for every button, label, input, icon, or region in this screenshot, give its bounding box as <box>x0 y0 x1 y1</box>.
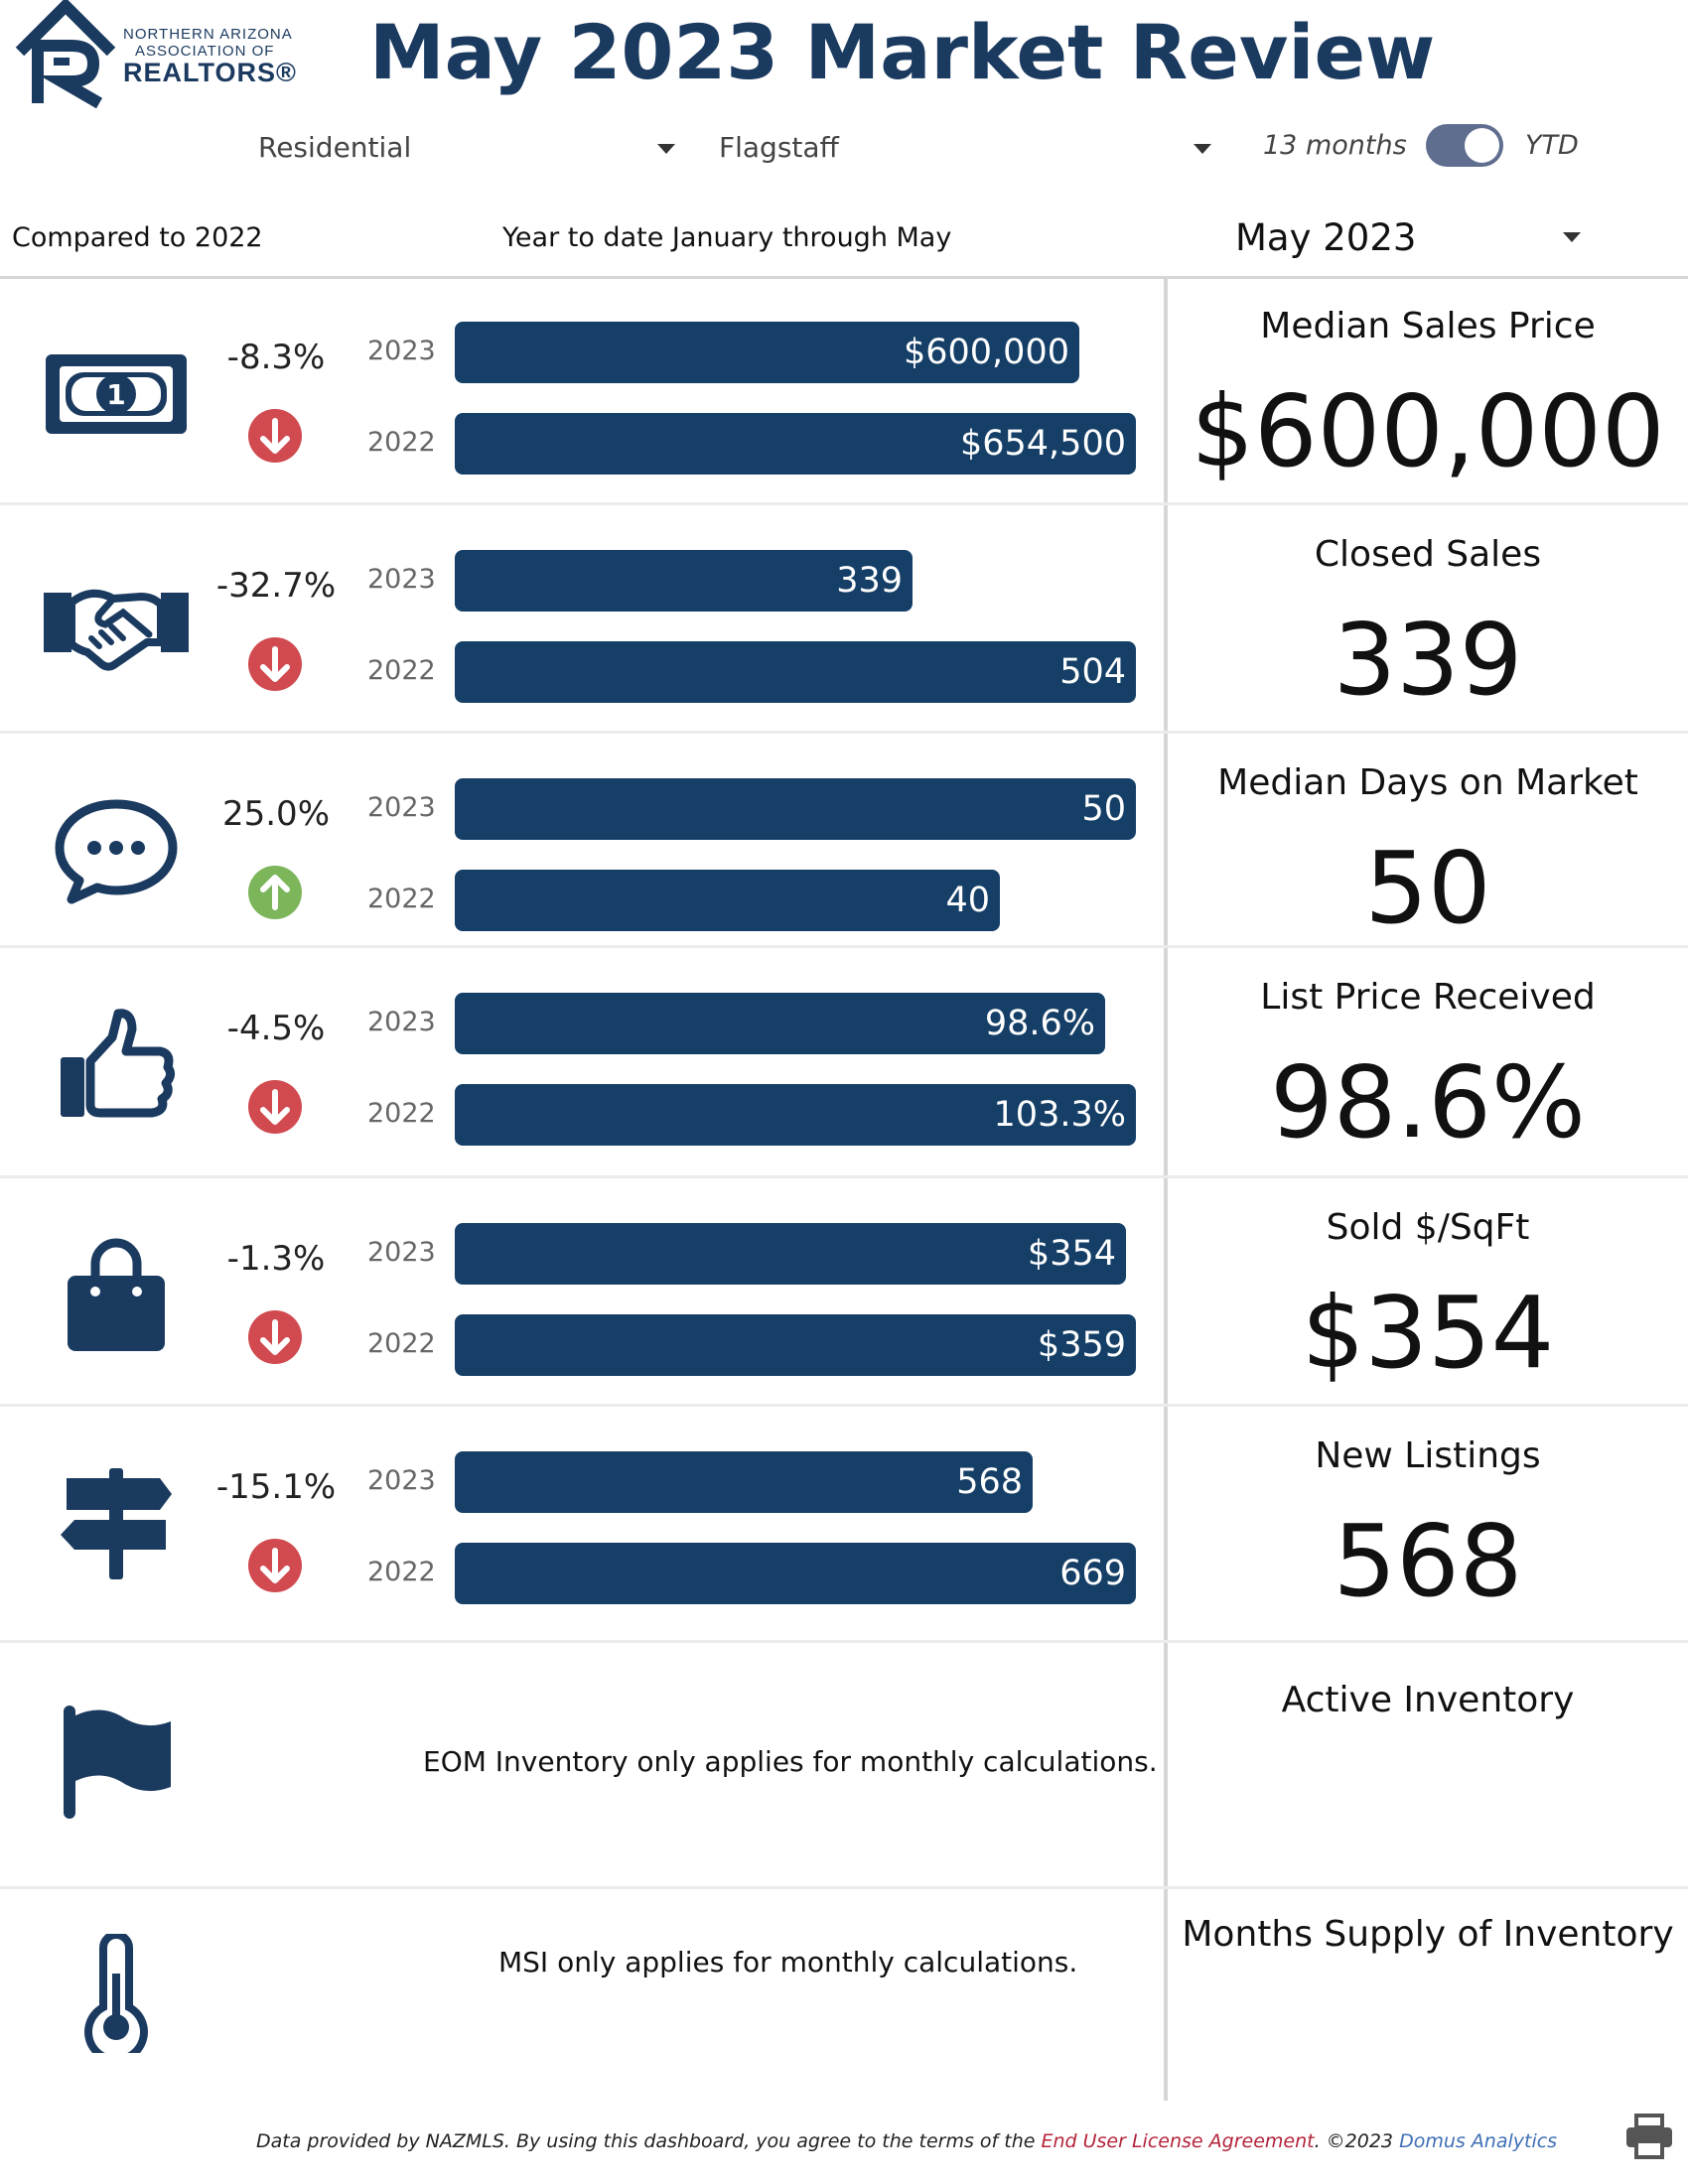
property-type-select-value[interactable]: Residential <box>258 131 412 164</box>
inventory-note: EOM Inventory only applies for monthly c… <box>423 1745 1158 1778</box>
bar-year-label: 2023 <box>367 792 436 823</box>
comparison-bar[interactable]: $654,500 <box>455 413 1136 475</box>
thumbs-up-icon <box>42 991 191 1140</box>
logo-line-3: REALTORS® <box>123 58 297 87</box>
footer-text: Data provided by NAZMLS. By using this d… <box>256 2130 1042 2152</box>
eula-link[interactable]: End User License Agreement <box>1041 2130 1315 2152</box>
month-select-value[interactable]: May 2023 <box>1235 216 1417 259</box>
comparison-bar[interactable]: $354 <box>455 1223 1126 1285</box>
kpi-label: List Price Received <box>1260 977 1596 1018</box>
domus-link[interactable]: Domus Analytics <box>1399 2130 1558 2152</box>
area-caret-icon[interactable] <box>1194 144 1211 154</box>
shopping-bag-icon <box>42 1221 191 1370</box>
flag-icon <box>64 1706 171 1819</box>
msi-label: Months Supply of Inventory <box>1182 1914 1674 1955</box>
bar-year-label: 2023 <box>367 1007 436 1037</box>
header-divider <box>0 276 1688 279</box>
row-separator <box>0 1175 1688 1178</box>
logo-line-2: ASSOCIATION OF <box>135 43 275 60</box>
row-separator <box>0 1886 1688 1889</box>
toggle-knob <box>1465 128 1499 163</box>
bar-year-label: 2022 <box>367 427 436 458</box>
row-separator <box>0 502 1688 505</box>
bar-year-label: 2023 <box>367 1237 436 1268</box>
bar-year-label: 2023 <box>367 336 436 366</box>
bar-year-label: 2022 <box>367 884 436 914</box>
kpi-label: Sold $/SqFt <box>1326 1207 1530 1248</box>
arrow-down-icon <box>248 409 302 463</box>
thermometer-icon <box>84 1934 148 2053</box>
arrow-down-icon <box>248 1080 302 1134</box>
footer-disclaimer: Data provided by NAZMLS. By using this d… <box>256 2130 1557 2152</box>
handshake-icon <box>42 548 191 697</box>
toggle-label-ytd[interactable]: YTD <box>1525 130 1579 161</box>
arrow-down-icon <box>248 1310 302 1364</box>
percent-change: -32.7% <box>215 566 337 606</box>
svg-text:1: 1 <box>106 378 125 411</box>
column-divider <box>1164 276 1168 2101</box>
realtors-logo: NORTHERN ARIZONA ASSOCIATION OF REALTORS… <box>14 0 302 109</box>
row-separator <box>0 1404 1688 1407</box>
arrow-up-icon <box>248 866 302 919</box>
toggle-label-13-months[interactable]: 13 months <box>1263 130 1407 161</box>
logo-line-1: NORTHERN ARIZONA <box>123 26 293 43</box>
comparison-bar[interactable]: $359 <box>455 1314 1136 1376</box>
kpi-label: Median Days on Market <box>1217 762 1638 803</box>
property-type-caret-icon[interactable] <box>657 144 675 154</box>
date-range-label: Year to date January through May <box>502 222 952 253</box>
row-separator <box>0 731 1688 734</box>
signpost-icon <box>42 1449 191 1598</box>
bar-year-label: 2022 <box>367 1328 436 1359</box>
kpi-value: $354 <box>1301 1275 1555 1391</box>
active-inventory-label: Active Inventory <box>1281 1680 1575 1720</box>
page-title: May 2023 Market Review <box>369 8 1436 96</box>
percent-change: -1.3% <box>226 1239 326 1279</box>
kpi-value: 98.6% <box>1270 1044 1586 1160</box>
footer-copyright: . ©2023 <box>1314 2130 1400 2152</box>
kpi-value: $600,000 <box>1191 373 1665 489</box>
msi-note: MSI only applies for monthly calculation… <box>498 1946 1078 1979</box>
row-separator <box>0 1640 1688 1643</box>
printer-icon[interactable] <box>1624 2112 1674 2161</box>
percent-change: -4.5% <box>226 1009 326 1048</box>
dollar-bill-icon: 1 <box>42 320 191 469</box>
percent-change: -15.1% <box>215 1467 337 1507</box>
comparison-bar[interactable]: 669 <box>455 1543 1136 1604</box>
kpi-value: 339 <box>1333 602 1523 718</box>
kpi-label: Closed Sales <box>1314 534 1542 575</box>
kpi-value: 50 <box>1364 830 1491 946</box>
arrow-down-icon <box>248 637 302 691</box>
chat-bubble-icon <box>42 776 191 925</box>
bar-year-label: 2023 <box>367 1465 436 1496</box>
period-toggle[interactable] <box>1426 124 1503 167</box>
bar-year-label: 2023 <box>367 564 436 595</box>
kpi-value: 568 <box>1333 1503 1523 1619</box>
bar-year-label: 2022 <box>367 1098 436 1129</box>
percent-change: 25.0% <box>221 794 330 834</box>
kpi-label: New Listings <box>1315 1435 1541 1476</box>
area-select-value[interactable]: Flagstaff <box>719 131 839 164</box>
comparison-bar[interactable]: 568 <box>455 1451 1033 1513</box>
comparison-bar[interactable]: 339 <box>455 550 913 612</box>
comparison-bar[interactable]: 98.6% <box>455 993 1105 1054</box>
comparison-bar[interactable]: 103.3% <box>455 1084 1136 1146</box>
bar-year-label: 2022 <box>367 655 436 686</box>
month-caret-icon[interactable] <box>1563 232 1581 242</box>
comparison-bar[interactable]: 50 <box>455 778 1136 840</box>
row-separator <box>0 945 1688 948</box>
comparison-bar[interactable]: 40 <box>455 870 1000 931</box>
house-logo-icon <box>15 0 116 109</box>
kpi-label: Median Sales Price <box>1260 306 1596 346</box>
compared-label: Compared to 2022 <box>12 222 263 253</box>
percent-change: -8.3% <box>226 338 326 377</box>
bar-year-label: 2022 <box>367 1557 436 1587</box>
comparison-bar[interactable]: 504 <box>455 641 1136 703</box>
comparison-bar[interactable]: $600,000 <box>455 322 1079 383</box>
arrow-down-icon <box>248 1539 302 1592</box>
